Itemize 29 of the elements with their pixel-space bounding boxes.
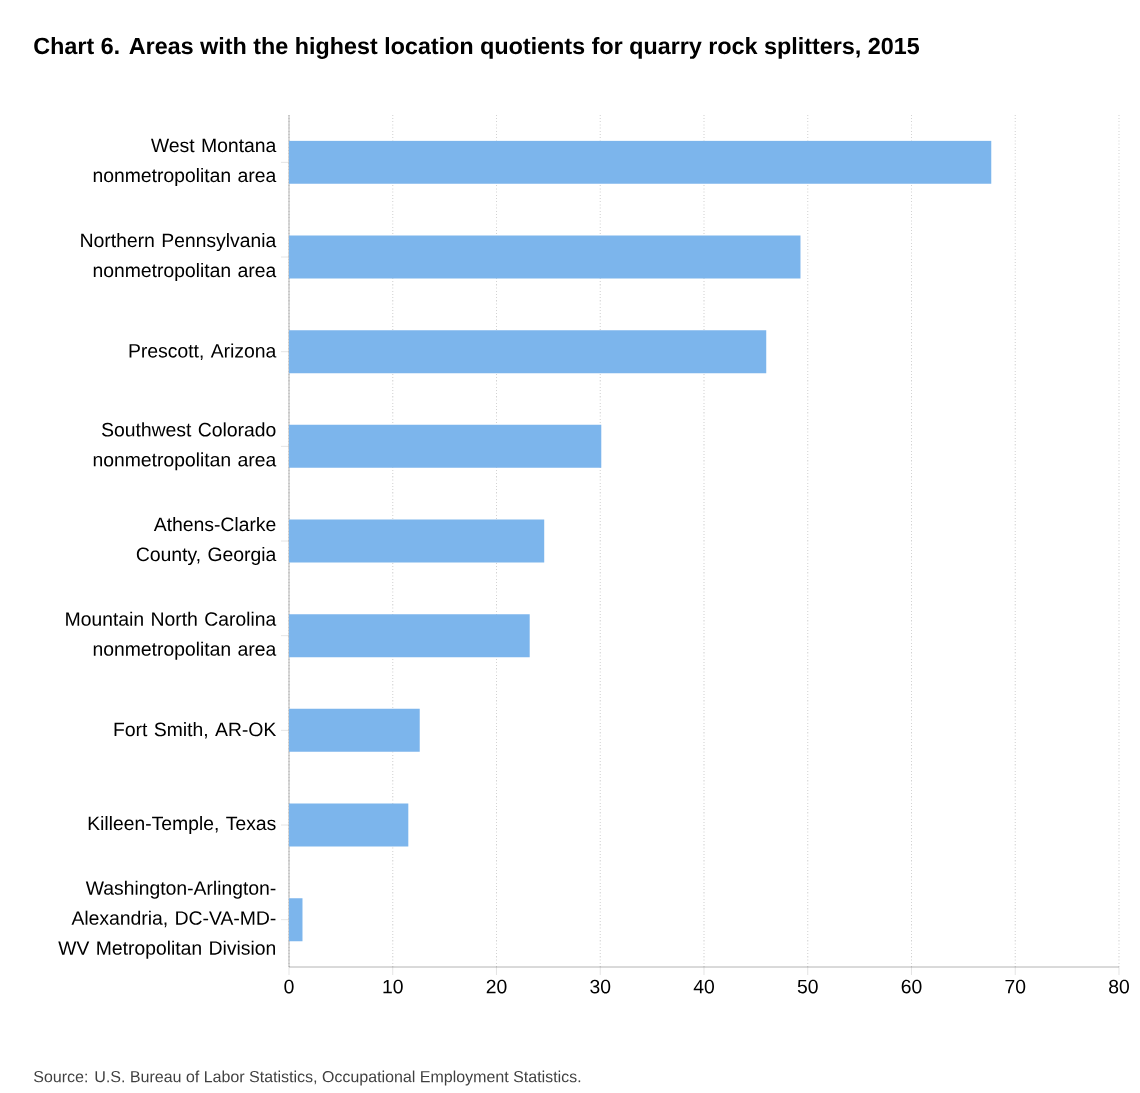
- y-tick-label: Prescott, Arizona: [129, 343, 277, 360]
- bar: [289, 708, 420, 752]
- chart-title: Chart 6. Areas with the highest location quotients for quarry rock splitters, 2015: [34, 37, 920, 59]
- bar: [289, 898, 303, 942]
- y-tick-label: Athens-Clarke County, Georgia: [136, 517, 277, 566]
- x-tick-label: 80: [1109, 979, 1129, 994]
- bar: [289, 140, 992, 184]
- bar: [289, 803, 409, 847]
- y-tick-label: Northern Pennsylvania nonmetropolitan area: [81, 233, 277, 282]
- y-tick-label: Killeen-Temple, Texas: [88, 816, 276, 835]
- bar: [289, 614, 530, 658]
- x-tick-label: 30: [590, 979, 611, 994]
- bar: [289, 235, 801, 279]
- x-tick-label: 40: [693, 979, 714, 994]
- x-tick-label: 0: [284, 979, 294, 994]
- source-note: Source: U.S. Bureau of Labor Statistics, Occupational Employment Statistics.: [34, 1070, 581, 1086]
- bar: [289, 519, 545, 563]
- y-tick-label: Washington-Arlington-Alexandria, DC-VA-MD-WV Metropolitan Division: [58, 880, 276, 959]
- x-tick-label: 10: [383, 979, 403, 994]
- x-tick-label: 20: [486, 979, 507, 994]
- x-tick-label: 50: [797, 979, 818, 994]
- y-tick-label: Southwest Colorado nonmetropolitan area: [93, 422, 277, 471]
- bar: [289, 330, 767, 374]
- y-tick-label: Fort Smith, AR-OK: [114, 722, 277, 739]
- x-tick-label: 70: [1005, 979, 1026, 994]
- y-tick-label: Mountain North Carolina nonmetropolitan area: [66, 611, 277, 660]
- bar: [289, 424, 602, 468]
- y-tick-label: West Montana nonmetropolitan area: [93, 138, 277, 187]
- x-tick-label: 60: [901, 979, 922, 994]
